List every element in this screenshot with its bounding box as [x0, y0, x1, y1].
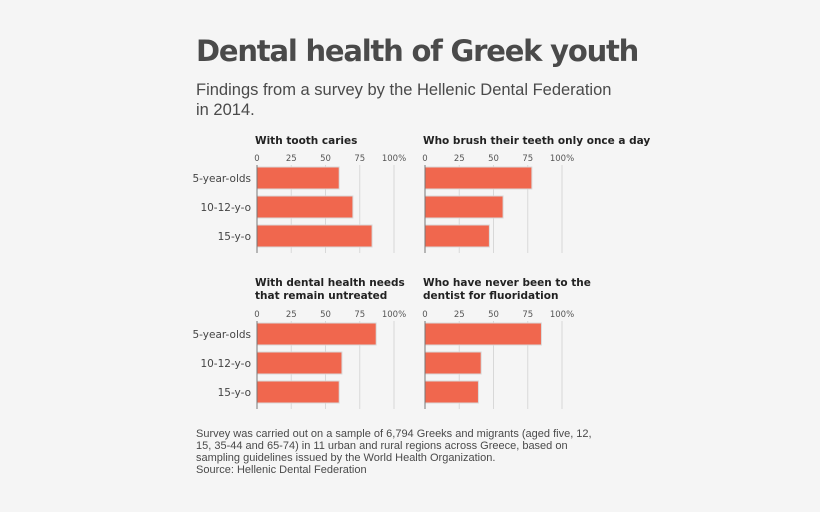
panel-title: Who brush their teeth only once a day [423, 135, 650, 147]
category-label: 15-y-o [218, 231, 251, 243]
x-tick-label: 100% [550, 310, 574, 320]
x-tick-label: 100% [382, 310, 406, 320]
bar [256, 195, 354, 219]
category-label: 5-year-olds [193, 329, 252, 341]
x-tick-label: 50 [320, 154, 331, 164]
bar [256, 351, 343, 375]
bar [424, 380, 479, 404]
panel-title: With dental health needs that remain untr… [255, 277, 405, 302]
x-tick-label: 0 [254, 310, 259, 320]
bar [424, 195, 504, 219]
source-note: Source: Hellenic Dental Federation [196, 464, 367, 476]
x-tick-label: 100% [382, 154, 406, 164]
bar [256, 380, 340, 404]
bar [256, 322, 377, 346]
footnote-text: Survey was carried out on a sample of 6,… [196, 428, 592, 464]
bar [424, 166, 533, 190]
x-tick-label: 0 [254, 154, 259, 164]
panel-title: With tooth caries [255, 135, 357, 147]
x-tick-label: 75 [354, 154, 365, 164]
x-tick-label: 25 [454, 154, 465, 164]
x-tick-label: 100% [550, 154, 574, 164]
x-tick-label: 50 [488, 154, 499, 164]
category-label: 10-12-y-o [200, 358, 251, 370]
x-tick-label: 50 [488, 310, 499, 320]
bar [424, 351, 482, 375]
bar [256, 224, 373, 248]
category-label: 5-year-olds [193, 173, 252, 185]
chart-subtitle: Findings from a survey by the Hellenic D… [196, 81, 612, 119]
x-tick-label: 0 [422, 154, 427, 164]
x-tick-label: 50 [320, 310, 331, 320]
x-tick-label: 0 [422, 310, 427, 320]
bar [424, 322, 542, 346]
panel-title: Who have never been to the dentist for fl… [423, 277, 591, 302]
bar [424, 224, 490, 248]
footnote: Survey was carried out on a sample of 6,… [196, 428, 596, 476]
x-tick-label: 75 [522, 154, 533, 164]
category-label: 10-12-y-o [200, 202, 251, 214]
x-tick-label: 75 [354, 310, 365, 320]
category-label: 15-y-o [218, 387, 251, 399]
x-tick-label: 75 [522, 310, 533, 320]
x-tick-label: 25 [286, 154, 297, 164]
x-tick-label: 25 [454, 310, 465, 320]
bar [256, 166, 340, 190]
x-tick-label: 25 [286, 310, 297, 320]
chart-title: Dental health of Greek youth [196, 34, 639, 68]
